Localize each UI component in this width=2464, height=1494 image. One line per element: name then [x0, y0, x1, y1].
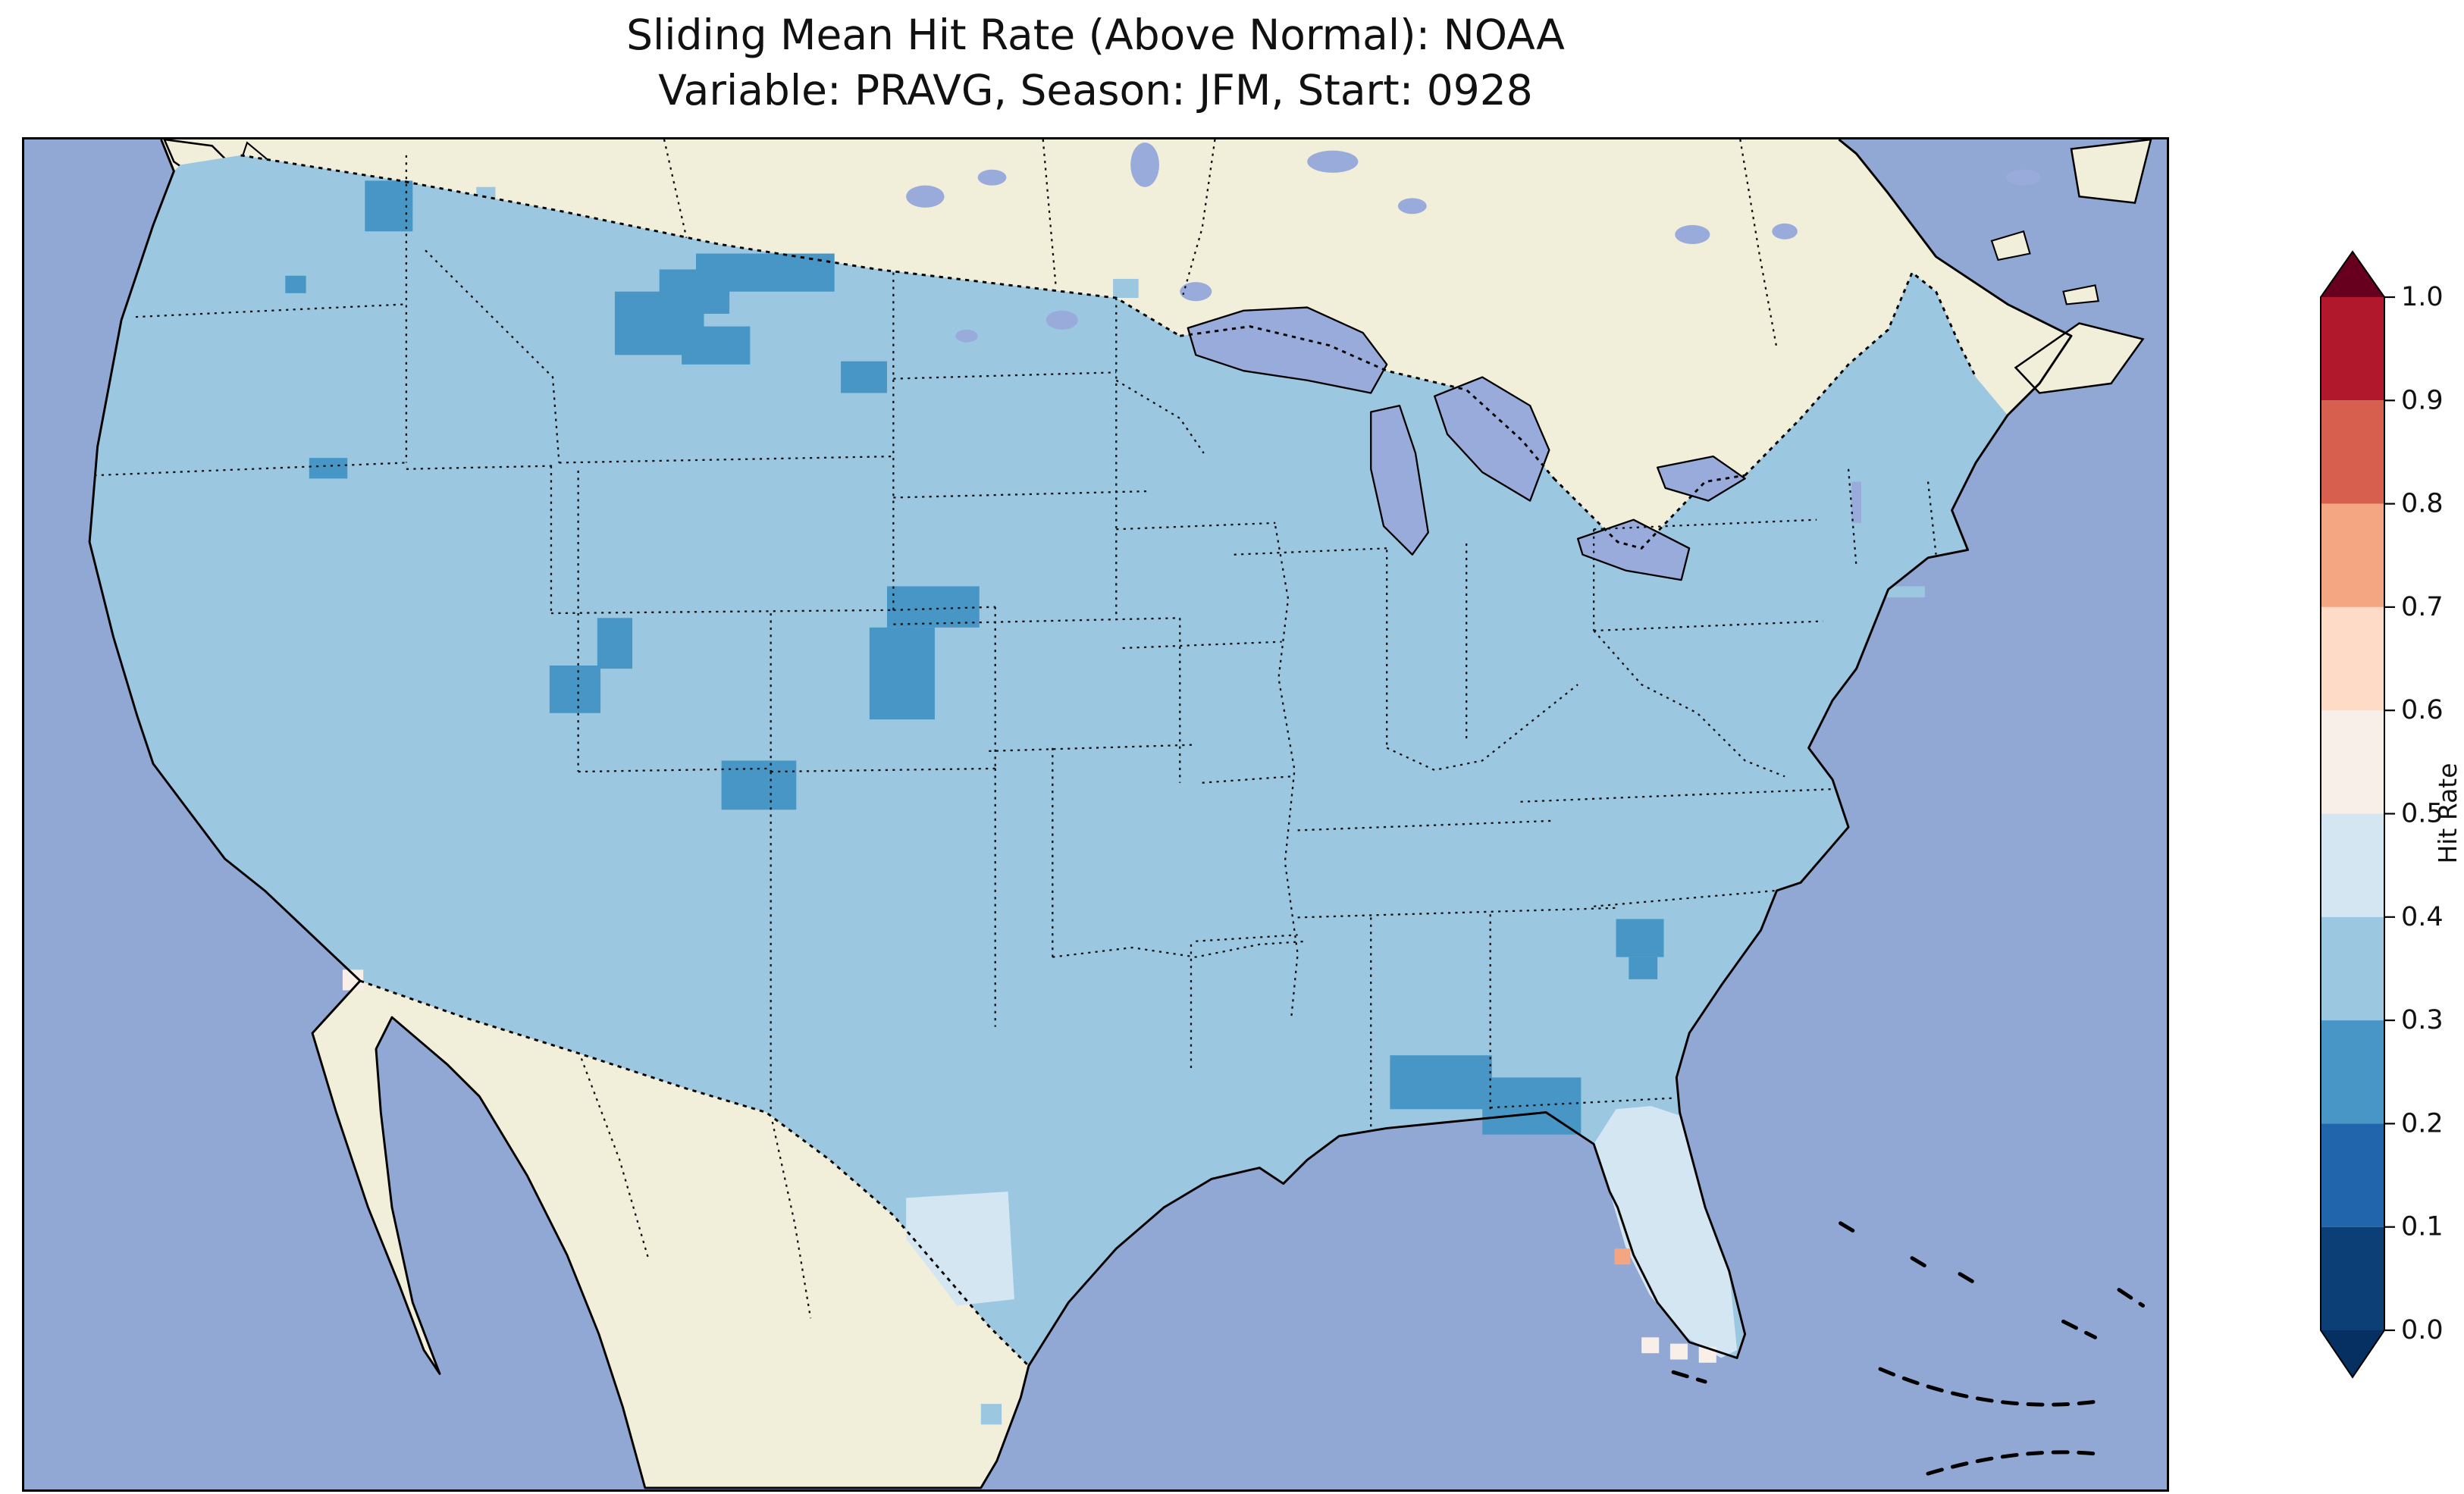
tick-label: 0.8	[2401, 489, 2444, 519]
patches-02-03	[285, 180, 1664, 1135]
colorbar-axis-label: Hit Rate	[2433, 763, 2462, 863]
tick-label: 1.0	[2401, 282, 2444, 312]
chart-title: Sliding Mean Hit Rate (Above Normal): NO…	[22, 8, 2169, 117]
patches-04-05	[906, 1106, 1738, 1358]
tick-label: 0.2	[2401, 1108, 2444, 1139]
tick-label: 0.6	[2401, 695, 2444, 725]
colorbar-over-arrow	[2321, 252, 2384, 297]
canadian-lakes	[906, 143, 2042, 343]
long-island	[1883, 586, 1925, 598]
colorbar: 1.0 0.9 0.8 0.7 0.6 0.5 0.4 0.3 0.2 0.1 …	[2286, 250, 2464, 1380]
stray-base-cells	[476, 186, 1925, 1425]
great-lakes	[1187, 306, 1861, 581]
colorbar-segment	[2321, 813, 2384, 917]
florida-patch	[1594, 1106, 1738, 1358]
map-panel	[22, 137, 2169, 1492]
conus-map	[24, 139, 2167, 1489]
prince-edward-island	[2062, 284, 2099, 305]
lake-superior	[1187, 306, 1388, 394]
colorbar-segment	[2321, 916, 2384, 1021]
caribbean-coast-dashes	[1671, 1221, 2146, 1476]
colorbar-segment	[2321, 1123, 2384, 1227]
colorbar-svg: 1.0 0.9 0.8 0.7 0.6 0.5 0.4 0.3 0.2 0.1 …	[2320, 250, 2462, 1379]
lake-champlain	[1851, 481, 1861, 523]
anticosti-island	[1990, 230, 2031, 262]
colorbar-tick-labels: 1.0 0.9 0.8 0.7 0.6 0.5 0.4 0.3 0.2 0.1 …	[2401, 282, 2444, 1345]
colorbar-tick-marks	[2384, 296, 2395, 1332]
newfoundland	[2070, 139, 2152, 204]
colorbar-under-arrow	[2321, 1330, 2384, 1377]
west-texas-patch	[906, 1192, 1014, 1306]
tick-label: 0.0	[2401, 1315, 2444, 1345]
colorbar-segment	[2321, 710, 2384, 814]
colorbar-segment	[2321, 606, 2384, 711]
colorbar-segment	[2321, 503, 2384, 607]
chart-title-line2: Variable: PRAVG, Season: JFM, Start: 092…	[658, 65, 1533, 114]
colorbar-segment	[2321, 1020, 2384, 1124]
colorbar-segment	[2321, 297, 2384, 401]
tick-label: 0.9	[2401, 385, 2444, 415]
colorbar-segment	[2321, 1226, 2384, 1330]
tick-label: 0.4	[2401, 902, 2444, 932]
coastline	[88, 139, 2073, 1489]
tick-label: 0.7	[2401, 592, 2444, 622]
international-borders	[240, 154, 1977, 1367]
cell-07-08-florida	[1614, 1248, 1631, 1265]
lake-michigan	[1370, 405, 1429, 556]
lake-erie	[1577, 518, 1691, 581]
chart-title-line1: Sliding Mean Hit Rate (Above Normal): NO…	[626, 11, 1565, 59]
lake-ontario	[1656, 455, 1746, 502]
florida-keys	[1671, 1370, 1707, 1384]
lake-huron	[1434, 376, 1550, 502]
colorbar-segment	[2321, 400, 2384, 504]
tick-label: 0.1	[2401, 1212, 2444, 1242]
state-borders	[94, 139, 1937, 1319]
tick-label: 0.5	[2401, 799, 2444, 829]
tick-label: 0.3	[2401, 1005, 2444, 1035]
